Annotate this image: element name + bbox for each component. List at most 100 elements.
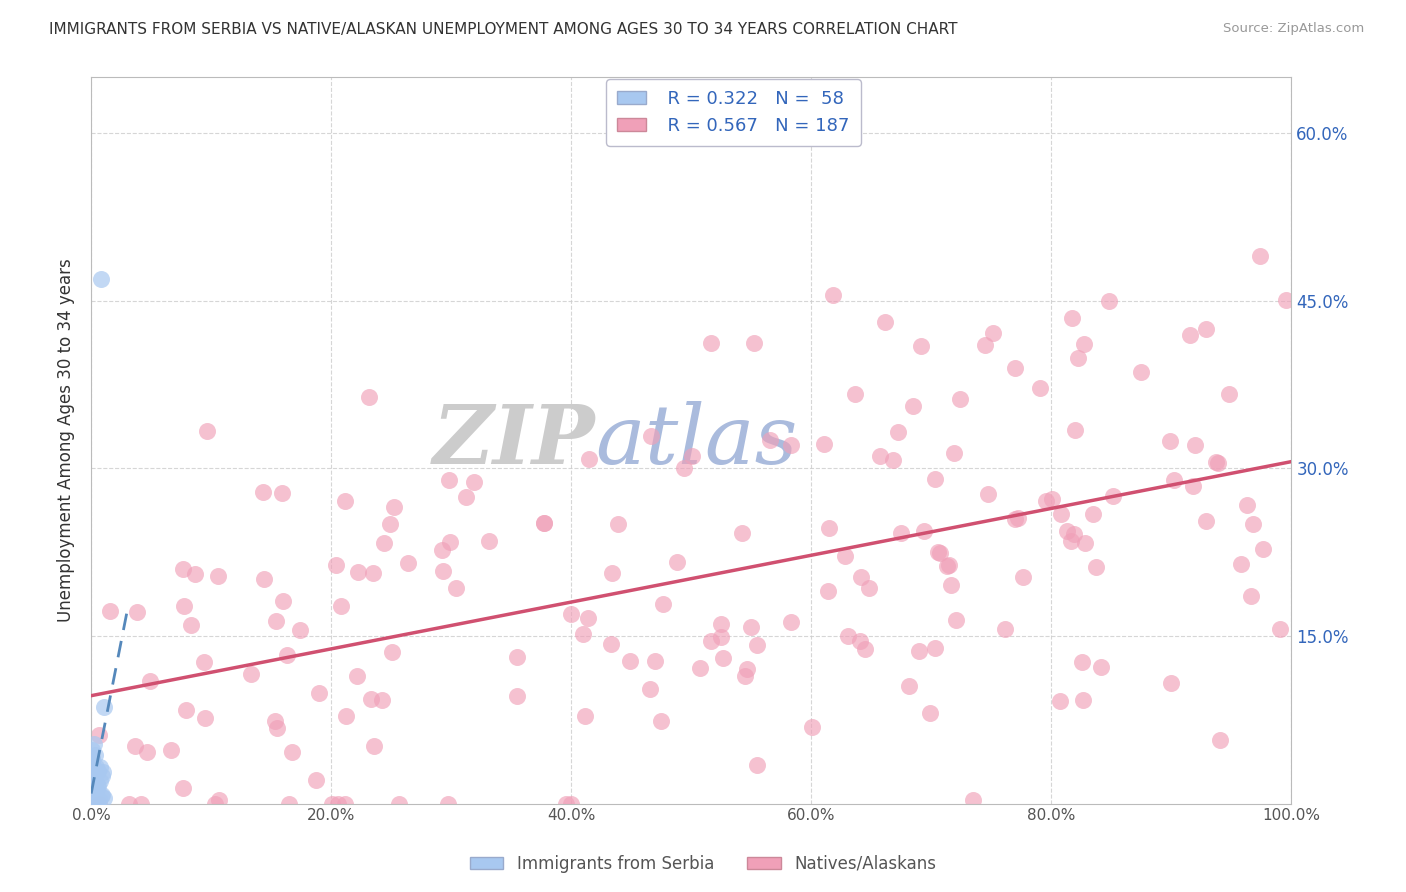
Point — [938, 558, 960, 572]
Point — [80, 787, 103, 801]
Point — [80, 782, 103, 797]
Point — [277, 797, 299, 811]
Point — [747, 639, 769, 653]
Point — [780, 438, 803, 452]
Point — [650, 714, 672, 729]
Point — [1159, 434, 1181, 449]
Point — [82, 752, 104, 766]
Point — [118, 797, 141, 811]
Point — [578, 451, 600, 466]
Point — [1083, 507, 1105, 521]
Point — [82, 774, 104, 789]
Point — [270, 486, 292, 500]
Point — [821, 287, 844, 301]
Point — [606, 517, 628, 532]
Point — [83, 747, 105, 762]
Point — [942, 446, 965, 460]
Point — [180, 618, 202, 632]
Point — [174, 703, 197, 717]
Point — [83, 785, 105, 799]
Point — [89, 797, 111, 811]
Point — [173, 599, 195, 614]
Point — [936, 559, 959, 574]
Point — [907, 644, 929, 658]
Point — [560, 607, 582, 621]
Point — [981, 326, 1004, 340]
Point — [1098, 294, 1121, 309]
Point — [86, 764, 108, 778]
Point — [851, 570, 873, 584]
Point — [1218, 386, 1240, 401]
Point — [1160, 676, 1182, 690]
Point — [1205, 455, 1227, 469]
Point — [86, 795, 108, 809]
Point — [1184, 438, 1206, 452]
Point — [1163, 474, 1185, 488]
Point — [84, 786, 107, 800]
Point — [432, 564, 454, 578]
Point — [711, 651, 734, 665]
Point — [82, 764, 104, 778]
Point — [1208, 456, 1230, 470]
Text: IMMIGRANTS FROM SERBIA VS NATIVE/ALASKAN UNEMPLOYMENT AMONG AGES 30 TO 34 YEARS : IMMIGRANTS FROM SERBIA VS NATIVE/ALASKAN… — [49, 22, 957, 37]
Point — [1236, 498, 1258, 512]
Point — [346, 669, 368, 683]
Point — [1241, 516, 1264, 531]
Point — [890, 526, 912, 541]
Point — [80, 781, 103, 796]
Point — [927, 545, 949, 559]
Point — [858, 581, 880, 595]
Point — [82, 795, 104, 809]
Point — [640, 429, 662, 443]
Point — [253, 572, 276, 586]
Point — [204, 797, 226, 811]
Point — [533, 516, 555, 531]
Point — [1085, 560, 1108, 574]
Point — [83, 767, 105, 781]
Point — [912, 524, 935, 538]
Point — [80, 789, 103, 804]
Point — [456, 490, 478, 504]
Point — [207, 568, 229, 582]
Point — [437, 797, 460, 811]
Point — [80, 774, 103, 789]
Point — [700, 633, 723, 648]
Point — [506, 689, 529, 703]
Point — [600, 566, 623, 580]
Point — [652, 597, 675, 611]
Point — [666, 555, 689, 569]
Point — [83, 789, 105, 804]
Point — [93, 699, 115, 714]
Point — [80, 794, 103, 808]
Point — [1230, 557, 1253, 571]
Point — [574, 708, 596, 723]
Point — [160, 743, 183, 757]
Point — [903, 400, 925, 414]
Point — [363, 739, 385, 753]
Point — [335, 797, 357, 811]
Point — [817, 583, 839, 598]
Point — [80, 789, 103, 803]
Point — [1275, 293, 1298, 308]
Point — [1063, 527, 1085, 541]
Point — [710, 630, 733, 644]
Point — [361, 566, 384, 580]
Point — [619, 654, 641, 668]
Point — [1102, 489, 1125, 503]
Y-axis label: Unemployment Among Ages 30 to 34 years: Unemployment Among Ages 30 to 34 years — [58, 259, 75, 623]
Point — [281, 745, 304, 759]
Point — [197, 424, 219, 438]
Point — [136, 745, 159, 759]
Point — [139, 673, 162, 688]
Point — [735, 662, 758, 676]
Point — [84, 760, 107, 774]
Point — [80, 773, 103, 788]
Point — [1208, 733, 1230, 747]
Point — [1040, 491, 1063, 506]
Point — [90, 789, 112, 803]
Point — [844, 386, 866, 401]
Point — [873, 315, 896, 329]
Point — [80, 795, 103, 809]
Point — [599, 637, 621, 651]
Point — [1249, 249, 1271, 263]
